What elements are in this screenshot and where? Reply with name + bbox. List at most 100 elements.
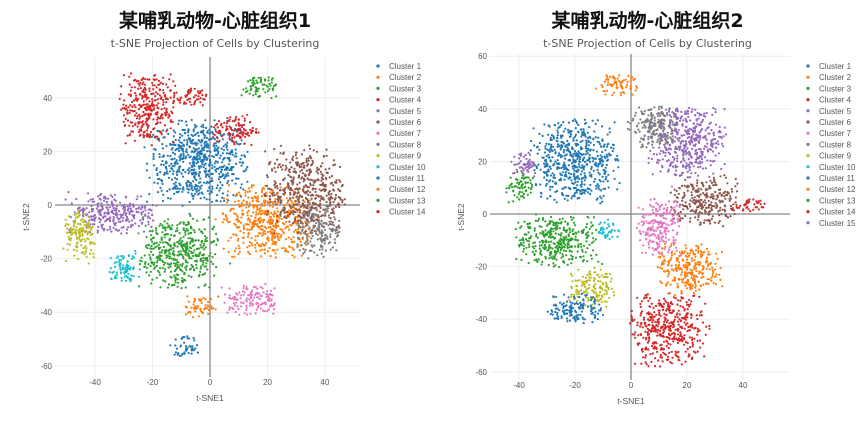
- point-cluster-2: [270, 218, 273, 221]
- point-cluster-13: [173, 234, 176, 237]
- point-cluster-12: [195, 307, 198, 310]
- point-cluster-13: [163, 236, 166, 239]
- point-cluster-3: [257, 76, 260, 79]
- point-cluster-13: [167, 218, 170, 221]
- point-cluster-1: [152, 155, 155, 158]
- point-cluster-8: [324, 234, 328, 237]
- point-cluster-1: [602, 187, 605, 190]
- point-cluster-13: [204, 258, 207, 261]
- point-cluster-7: [223, 301, 226, 304]
- point-cluster-13: [144, 261, 147, 264]
- point-cluster-9: [76, 212, 79, 215]
- point-cluster-1: [186, 139, 189, 142]
- point-cluster-13: [167, 283, 171, 286]
- point-cluster-3: [585, 233, 588, 236]
- point-cluster-3: [534, 245, 537, 248]
- point-cluster-1: [560, 192, 564, 195]
- point-cluster-4: [243, 119, 246, 122]
- point-cluster-13: [179, 263, 182, 266]
- point-cluster-4: [151, 81, 154, 84]
- point-cluster-1: [574, 133, 578, 136]
- point-cluster-2: [254, 191, 257, 195]
- point-cluster-1: [586, 131, 590, 134]
- point-cluster-6: [324, 168, 327, 171]
- point-cluster-2: [259, 232, 262, 235]
- point-cluster-4: [214, 130, 217, 133]
- point-cluster-13: [189, 267, 192, 270]
- chart-title: 某哺乳动物-心脏组织1: [118, 10, 312, 32]
- point-cluster-6: [274, 181, 277, 184]
- point-cluster-4: [127, 93, 130, 96]
- point-cluster-4: [143, 113, 146, 116]
- point-cluster-8: [311, 212, 314, 215]
- point-cluster-1: [240, 139, 243, 142]
- point-cluster-1: [190, 150, 194, 153]
- point-cluster-8: [316, 238, 319, 241]
- point-cluster-3: [259, 81, 262, 84]
- point-cluster-2: [624, 78, 627, 81]
- point-cluster-1: [566, 139, 569, 143]
- point-cluster-5: [97, 209, 100, 212]
- point-cluster-8: [301, 212, 304, 215]
- point-cluster-7: [255, 308, 258, 311]
- point-cluster-7: [228, 308, 231, 311]
- point-cluster-1: [564, 171, 568, 174]
- point-cluster-2: [275, 221, 278, 224]
- point-cluster-6: [319, 206, 322, 209]
- point-cluster-4: [172, 99, 175, 102]
- point-cluster-1: [583, 133, 586, 136]
- point-cluster-5: [123, 203, 126, 206]
- point-cluster-2: [299, 240, 302, 243]
- point-cluster-1: [178, 170, 181, 173]
- point-cluster-1: [543, 162, 546, 165]
- point-cluster-2: [236, 239, 239, 242]
- point-cluster-6: [273, 166, 276, 170]
- point-cluster-5: [88, 211, 91, 214]
- point-cluster-6: [294, 154, 297, 157]
- point-cluster-3: [525, 246, 528, 249]
- point-cluster-3: [538, 244, 541, 247]
- point-cluster-13: [176, 224, 179, 227]
- point-cluster-8: [331, 227, 334, 230]
- point-cluster-6: [270, 168, 273, 171]
- point-cluster-1: [571, 195, 574, 198]
- point-cluster-2: [286, 201, 289, 204]
- point-cluster-3: [590, 221, 593, 224]
- point-cluster-6: [265, 174, 269, 177]
- point-cluster-9: [77, 228, 80, 231]
- point-cluster-6: [283, 192, 286, 195]
- point-cluster-9: [72, 225, 75, 228]
- point-cluster-4: [645, 296, 648, 299]
- point-cluster-12: [210, 307, 213, 310]
- point-cluster-3: [557, 243, 560, 246]
- point-cluster-11: [191, 345, 194, 348]
- point-cluster-1: [232, 194, 235, 197]
- point-cluster-6: [339, 165, 342, 169]
- point-cluster-4: [137, 87, 140, 90]
- point-cluster-2: [227, 251, 230, 254]
- point-cluster-13: [186, 223, 189, 226]
- point-cluster-13: [195, 263, 198, 266]
- point-cluster-13: [138, 263, 141, 266]
- point-cluster-4: [680, 325, 683, 328]
- point-cluster-4: [201, 94, 204, 97]
- point-cluster-3: [554, 253, 557, 256]
- point-cluster-13: [177, 254, 180, 257]
- point-cluster-8: [312, 207, 315, 210]
- point-cluster-5: [135, 207, 138, 211]
- point-cluster-13: [151, 240, 154, 243]
- point-cluster-13: [186, 247, 189, 250]
- point-cluster-6: [325, 200, 328, 204]
- point-cluster-1: [224, 143, 227, 146]
- point-cluster-13: [192, 229, 195, 232]
- point-cluster-1: [597, 186, 600, 189]
- point-cluster-2: [273, 249, 276, 252]
- point-cluster-4: [660, 343, 663, 346]
- point-cluster-3: [547, 248, 550, 252]
- point-cluster-4: [128, 111, 131, 114]
- point-cluster-5: [99, 210, 102, 213]
- point-cluster-4: [140, 126, 143, 129]
- point-cluster-7: [248, 293, 252, 297]
- point-cluster-1: [208, 186, 211, 189]
- point-cluster-1: [191, 162, 195, 165]
